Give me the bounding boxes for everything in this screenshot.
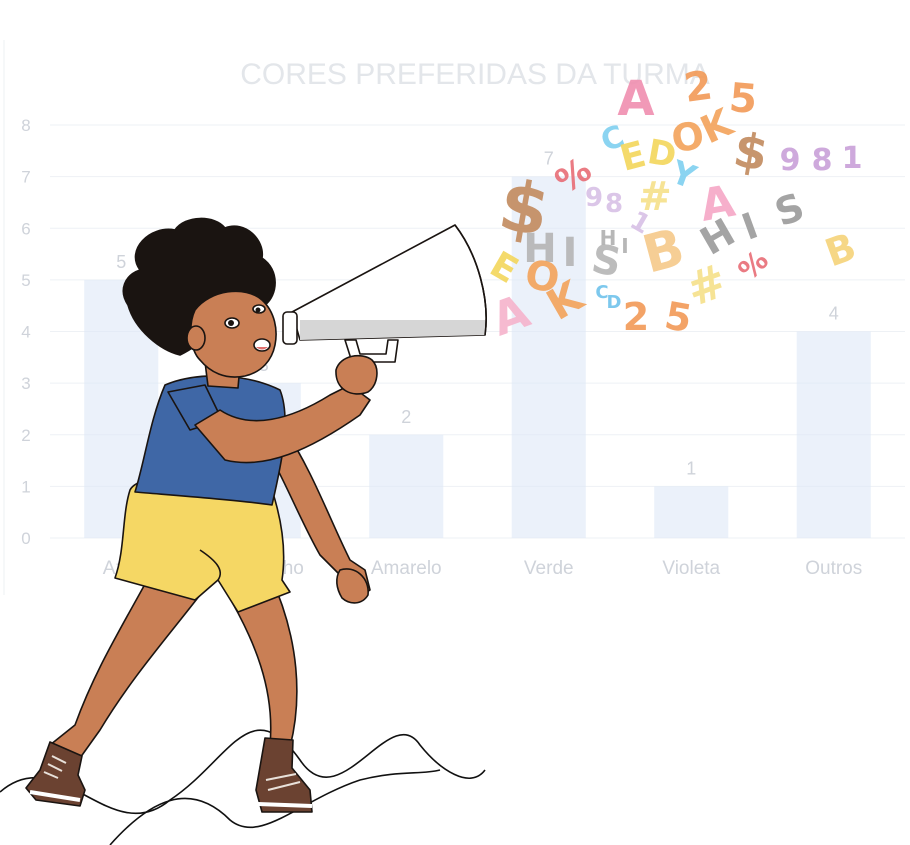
floating-glyph: O bbox=[668, 113, 707, 162]
chart-value-label: 2 bbox=[401, 407, 411, 427]
left-leg bbox=[49, 574, 201, 759]
floating-glyph: 2 bbox=[681, 62, 715, 111]
chart-bar-amarelo bbox=[369, 434, 444, 538]
chart-value-label: 4 bbox=[829, 304, 839, 324]
floating-glyph: 9 bbox=[780, 143, 801, 178]
chart-category-label: Outros bbox=[805, 558, 862, 579]
floating-glyph: 8 bbox=[605, 189, 623, 219]
chart-category-label: Amarelo bbox=[371, 558, 442, 579]
megaphone-mouthpiece bbox=[282, 311, 298, 345]
hand bbox=[335, 354, 378, 395]
floating-glyph: I bbox=[737, 206, 764, 249]
floating-glyph: E bbox=[616, 134, 650, 180]
right-shoe bbox=[255, 737, 313, 813]
floating-glyph: # bbox=[638, 174, 672, 220]
floating-glyph: B bbox=[819, 224, 861, 275]
floating-glyph: A bbox=[617, 71, 654, 127]
chart-y-tick-label: 0 bbox=[21, 529, 30, 548]
chart-value-label: 1 bbox=[686, 458, 696, 478]
chart-y-tick-label: 6 bbox=[21, 219, 30, 238]
chart-category-label: Violeta bbox=[662, 558, 720, 579]
chart-title: CORES PREFERIDAS DA TURMA bbox=[240, 58, 710, 91]
right-arm bbox=[194, 384, 371, 464]
chart-bar-outros bbox=[796, 331, 871, 538]
chart-bar-violeta bbox=[654, 486, 729, 538]
floating-glyph: S bbox=[769, 184, 810, 235]
floating-glyph: D bbox=[645, 132, 680, 176]
chart-value-label: 7 bbox=[544, 149, 554, 169]
left-hand bbox=[336, 568, 369, 604]
floating-glyph: 5 bbox=[661, 293, 695, 341]
floating-glyph: $ bbox=[729, 122, 772, 183]
chart-y-tick-label: 3 bbox=[21, 374, 30, 393]
chart-y-tick-label: 1 bbox=[21, 477, 30, 496]
floating-glyph: C bbox=[595, 282, 608, 303]
child-character bbox=[25, 217, 487, 813]
floating-glyph: 8 bbox=[812, 143, 833, 178]
chart-y-tick-label: 2 bbox=[21, 426, 30, 445]
chart-y-tick-label: 8 bbox=[21, 116, 30, 135]
floating-glyph: O bbox=[522, 252, 563, 303]
chart-category-label: Verde bbox=[524, 558, 574, 579]
floating-glyph: 9 bbox=[585, 183, 603, 213]
chart-bar-verde bbox=[511, 176, 586, 538]
ear bbox=[186, 325, 206, 351]
floating-glyph: H bbox=[600, 226, 617, 250]
floating-glyph: I bbox=[563, 230, 578, 276]
left-shoe bbox=[25, 741, 86, 807]
floating-glyph: I bbox=[621, 234, 628, 258]
floating-glyph: H bbox=[523, 226, 556, 272]
chart-y-tick-label: 5 bbox=[21, 271, 30, 290]
chart-value-label: 5 bbox=[116, 252, 126, 272]
floating-glyph: 2 bbox=[623, 295, 649, 339]
megaphone bbox=[282, 224, 487, 363]
chart-y-tick-label: 4 bbox=[21, 323, 30, 342]
floating-glyph: 5 bbox=[727, 75, 759, 123]
chart-bars bbox=[84, 176, 871, 538]
left-arm bbox=[261, 429, 371, 601]
chart-y-tick-label: 7 bbox=[21, 168, 30, 187]
floating-glyph: 1 bbox=[842, 141, 863, 176]
floating-glyph: D bbox=[607, 292, 622, 313]
chart-y-axis-ticks: 0 1 2 3 4 5 6 7 8 bbox=[21, 116, 30, 548]
